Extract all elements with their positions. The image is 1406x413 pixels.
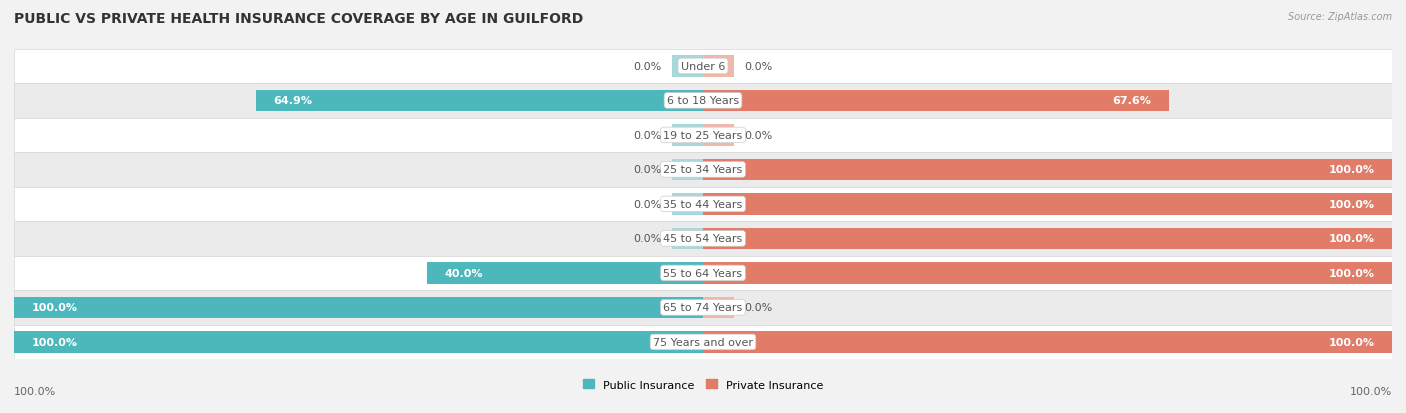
Text: 100.0%: 100.0%	[1329, 165, 1375, 175]
Text: 67.6%: 67.6%	[1112, 96, 1152, 106]
Text: 100.0%: 100.0%	[31, 337, 77, 347]
Bar	[427, 263, 703, 284]
Text: 0.0%: 0.0%	[634, 165, 662, 175]
Bar	[14, 50, 1392, 84]
Text: 75 Years and over: 75 Years and over	[652, 337, 754, 347]
Bar	[14, 187, 1392, 222]
Bar	[672, 56, 703, 78]
Text: 0.0%: 0.0%	[744, 131, 772, 140]
Text: Source: ZipAtlas.com: Source: ZipAtlas.com	[1288, 12, 1392, 22]
Text: 100.0%: 100.0%	[1329, 234, 1375, 244]
Text: 55 to 64 Years: 55 to 64 Years	[664, 268, 742, 278]
Bar	[703, 228, 1392, 249]
Text: 0.0%: 0.0%	[744, 303, 772, 313]
Bar	[672, 228, 703, 249]
Bar	[14, 84, 1392, 119]
Bar	[703, 90, 1168, 112]
Bar	[703, 331, 1392, 353]
Text: 25 to 34 Years: 25 to 34 Years	[664, 165, 742, 175]
Text: 100.0%: 100.0%	[1329, 268, 1375, 278]
Text: 6 to 18 Years: 6 to 18 Years	[666, 96, 740, 106]
Bar	[703, 194, 1392, 215]
Text: 100.0%: 100.0%	[14, 387, 56, 396]
Bar	[14, 290, 1392, 325]
Bar	[703, 125, 734, 146]
Text: 0.0%: 0.0%	[634, 234, 662, 244]
Bar	[14, 153, 1392, 187]
Text: 35 to 44 Years: 35 to 44 Years	[664, 199, 742, 209]
Bar	[14, 222, 1392, 256]
Bar	[703, 297, 734, 318]
Text: 40.0%: 40.0%	[444, 268, 484, 278]
Text: 0.0%: 0.0%	[634, 62, 662, 72]
Text: 0.0%: 0.0%	[634, 199, 662, 209]
Text: 0.0%: 0.0%	[744, 62, 772, 72]
Legend: Public Insurance, Private Insurance: Public Insurance, Private Insurance	[579, 375, 827, 394]
Text: 100.0%: 100.0%	[1350, 387, 1392, 396]
Bar	[256, 90, 703, 112]
Bar	[14, 297, 703, 318]
Bar	[672, 194, 703, 215]
Bar	[14, 119, 1392, 153]
Bar	[703, 159, 1392, 181]
Text: 64.9%: 64.9%	[273, 96, 312, 106]
Bar	[14, 256, 1392, 290]
Text: 0.0%: 0.0%	[634, 131, 662, 140]
Text: 65 to 74 Years: 65 to 74 Years	[664, 303, 742, 313]
Text: 100.0%: 100.0%	[1329, 337, 1375, 347]
Bar	[703, 263, 1392, 284]
Bar	[14, 325, 1392, 359]
Text: PUBLIC VS PRIVATE HEALTH INSURANCE COVERAGE BY AGE IN GUILFORD: PUBLIC VS PRIVATE HEALTH INSURANCE COVER…	[14, 12, 583, 26]
Bar	[672, 159, 703, 181]
Text: Under 6: Under 6	[681, 62, 725, 72]
Text: 45 to 54 Years: 45 to 54 Years	[664, 234, 742, 244]
Text: 100.0%: 100.0%	[31, 303, 77, 313]
Bar	[14, 331, 703, 353]
Bar	[703, 56, 734, 78]
Text: 100.0%: 100.0%	[1329, 199, 1375, 209]
Bar	[672, 125, 703, 146]
Text: 19 to 25 Years: 19 to 25 Years	[664, 131, 742, 140]
